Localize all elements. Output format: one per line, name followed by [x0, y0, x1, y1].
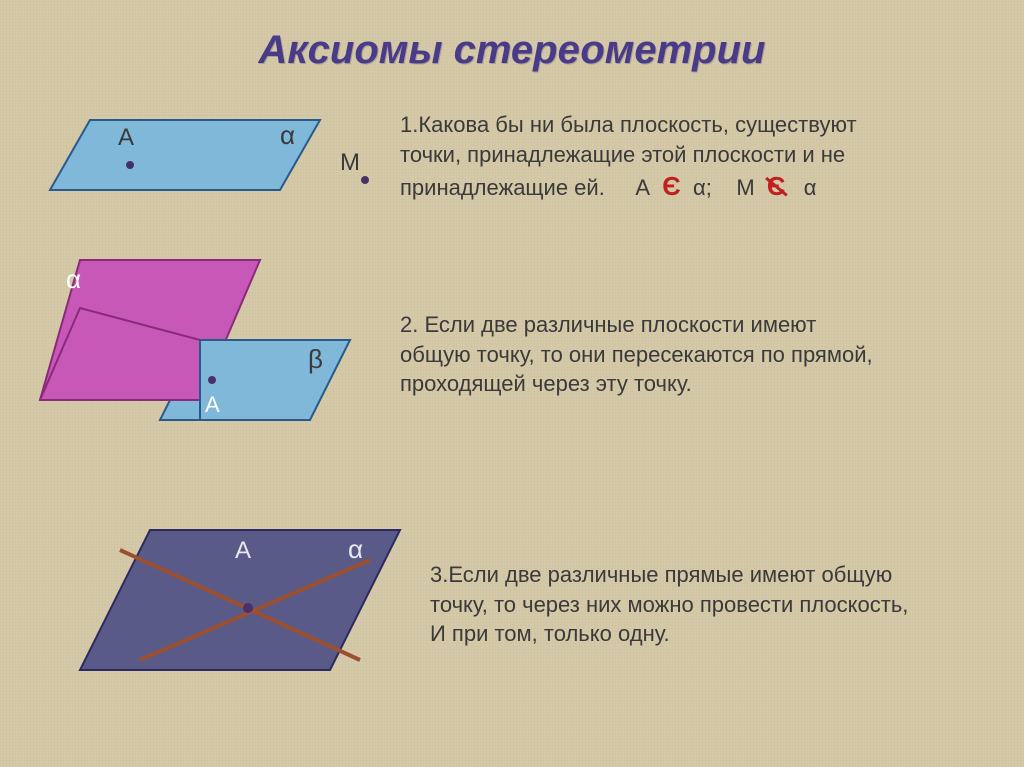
axiom1-label-alpha: α [280, 120, 295, 150]
axiom3-text: 3.Если две различные прямые имеют общую … [430, 560, 1010, 649]
axiom1-alpha1: α; [693, 175, 712, 200]
axiom3-label-alpha: α [348, 534, 363, 564]
not-element-of-icon: Є [767, 169, 786, 204]
axiom3-line1: 3.Если две различные прямые имеют общую [430, 562, 892, 587]
axiom1-line3: принадлежащие ей. [400, 175, 605, 200]
axiom1-M: М [736, 175, 754, 200]
axiom1-label-M: М [340, 149, 360, 176]
axiom2-label-A: А [205, 392, 220, 417]
axiom2-diagram: α β А [40, 240, 380, 465]
axiom2-label-alpha: α [66, 264, 81, 294]
axiom1-alpha2: α [804, 175, 817, 200]
axiom2-text: 2. Если две различные плоскости имеют об… [400, 310, 1000, 399]
axiom2-label-beta: β [308, 344, 323, 374]
axiom3-line3: И при том, только одну. [430, 621, 670, 646]
page-title: Аксиомы стереометрии [0, 0, 1024, 73]
element-of-icon: Є [662, 169, 681, 204]
axiom1-line2: точки, принадлежащие этой плоскости и не [400, 142, 845, 167]
axiom3-label-A: А [235, 537, 251, 564]
axiom3-line2: точку, то через них можно провести плоск… [430, 592, 908, 617]
axiom2-line3: проходящей через эту точку. [400, 371, 692, 396]
axiom1-label-A: А [118, 124, 134, 151]
axiom1-A: А [635, 175, 650, 200]
axiom1-text: 1.Какова бы ни была плоскость, существую… [400, 110, 1000, 204]
axiom1-line1: 1.Какова бы ни была плоскость, существую… [400, 112, 857, 137]
axiom2-line2: общую точку, то они пересекаются по прям… [400, 342, 873, 367]
axiom2-line1: 2. Если две различные плоскости имеют [400, 312, 816, 337]
axiom3-diagram: А α [60, 510, 420, 705]
axiom1-diagram: А α М [40, 100, 380, 235]
